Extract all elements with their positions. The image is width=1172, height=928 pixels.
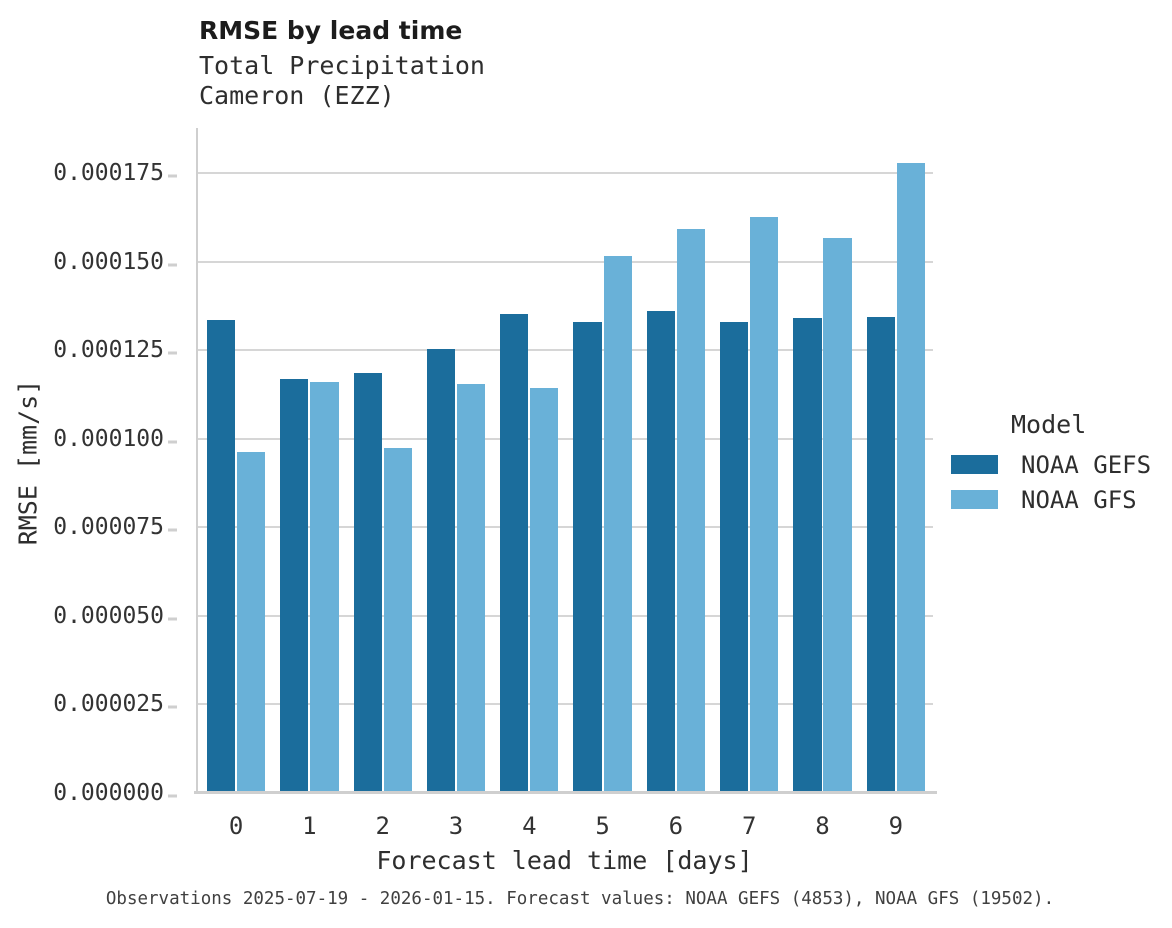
bar-gefs-day1 [280, 379, 309, 793]
y-tick-label: 0.000025 [53, 691, 164, 718]
y-tick-label: 0.000175 [53, 160, 164, 186]
bar-gfs-day7 [750, 217, 779, 793]
bar-gefs-day7 [720, 322, 749, 793]
bar-gfs-day2 [383, 448, 412, 793]
x-tick-label: 1 [302, 812, 317, 840]
y-tick-label: 0.000000 [53, 780, 164, 806]
bar-gefs-day2 [353, 373, 382, 793]
chart-subtitle-location: Cameron (EZZ) [199, 81, 395, 110]
x-axis-title: Forecast lead time [days] [376, 846, 753, 875]
x-axis-baseline [194, 791, 937, 794]
bar-gefs-day0 [206, 320, 236, 793]
y-tick-mark [168, 351, 177, 355]
y-tick-label: 0.000125 [53, 337, 164, 364]
plot-panel [196, 128, 933, 793]
bar-gefs-day4 [500, 314, 529, 793]
y-tick-mark [168, 174, 177, 178]
bar-gfs-day8 [823, 238, 852, 793]
y-axis-title: RMSE [mm/s] [13, 379, 43, 546]
x-tick-label: 7 [741, 812, 757, 840]
gridline [198, 260, 933, 263]
gridline [198, 349, 933, 352]
bar-gfs-day3 [456, 384, 486, 793]
bar-gfs-day9 [896, 163, 925, 793]
bar-gefs-day3 [426, 349, 456, 793]
bar-gfs-day1 [310, 382, 339, 793]
chart-subtitle-variable: Total Precipitation [199, 51, 485, 80]
chart-title: RMSE by lead time [199, 16, 463, 45]
bar-gfs-day6 [676, 229, 706, 793]
bar-gefs-day6 [646, 311, 675, 793]
x-tick-label: 6 [668, 812, 684, 840]
y-tick-label: 0.000050 [53, 602, 164, 629]
y-tick-mark [168, 263, 177, 267]
y-tick-mark [168, 617, 177, 621]
gridline [198, 526, 933, 529]
y-tick-mark [168, 440, 177, 444]
legend-swatch-gefs [951, 455, 998, 474]
y-tick-label: 0.000150 [53, 248, 164, 275]
x-tick-label: 4 [522, 812, 537, 840]
bar-gfs-day5 [603, 256, 632, 793]
gridline [198, 614, 933, 617]
legend-label-gfs: NOAA GFS [1021, 485, 1137, 514]
y-tick-mark [168, 705, 177, 709]
x-tick-label: 0 [228, 812, 244, 840]
y-tick-mark [168, 794, 177, 798]
bar-gfs-day4 [530, 388, 559, 793]
y-tick-label: 0.000100 [53, 425, 164, 452]
legend: Model NOAA GEFS NOAA GFS [951, 410, 1151, 517]
bar-gefs-day8 [793, 318, 822, 793]
gridline [198, 703, 933, 706]
legend-swatch-gfs [951, 490, 998, 509]
x-tick-label: 5 [595, 812, 610, 840]
y-tick-label: 0.000075 [53, 514, 164, 541]
legend-label-gefs: NOAA GEFS [1021, 450, 1152, 479]
legend-item-gfs: NOAA GFS [951, 482, 1151, 517]
x-tick-label: 2 [375, 812, 390, 840]
x-tick-label: 3 [448, 812, 464, 840]
x-tick-label: 9 [888, 812, 904, 840]
legend-item-gefs: NOAA GEFS [951, 447, 1151, 482]
bar-gfs-day0 [237, 452, 266, 793]
gridline [198, 437, 933, 440]
bar-gefs-day5 [573, 322, 602, 793]
x-tick-label: 8 [815, 812, 830, 840]
gridline [198, 172, 933, 174]
footnote-caption: Observations 2025-07-19 - 2026-01-15. Fo… [105, 889, 1055, 909]
bar-gefs-day9 [866, 317, 895, 793]
legend-title: Model [1011, 410, 1087, 439]
y-axis-spine [196, 128, 198, 793]
y-tick-mark [168, 528, 177, 532]
